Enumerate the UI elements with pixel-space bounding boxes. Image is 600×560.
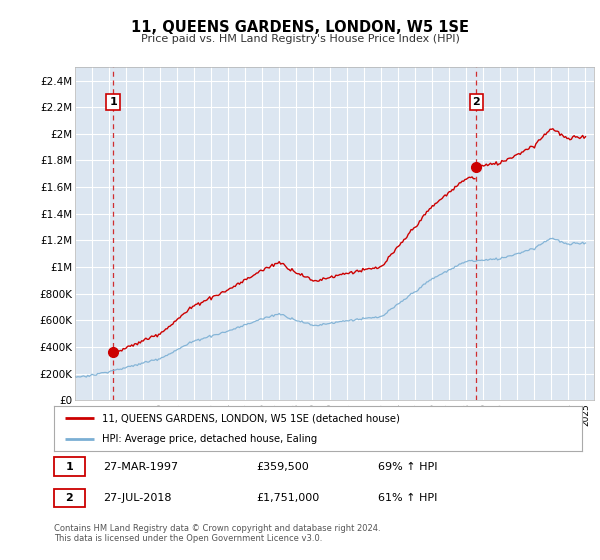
Text: 2: 2 xyxy=(65,493,73,503)
Text: 11, QUEENS GARDENS, LONDON, W5 1SE (detached house): 11, QUEENS GARDENS, LONDON, W5 1SE (deta… xyxy=(101,413,400,423)
Text: Contains HM Land Registry data © Crown copyright and database right 2024.
This d: Contains HM Land Registry data © Crown c… xyxy=(54,524,380,543)
Text: 1: 1 xyxy=(65,461,73,472)
FancyBboxPatch shape xyxy=(54,488,85,507)
Text: £359,500: £359,500 xyxy=(256,461,309,472)
Text: 27-JUL-2018: 27-JUL-2018 xyxy=(103,493,172,503)
Text: 69% ↑ HPI: 69% ↑ HPI xyxy=(377,461,437,472)
Text: 27-MAR-1997: 27-MAR-1997 xyxy=(103,461,178,472)
Text: 11, QUEENS GARDENS, LONDON, W5 1SE: 11, QUEENS GARDENS, LONDON, W5 1SE xyxy=(131,20,469,35)
Text: 1: 1 xyxy=(109,97,117,107)
Text: £1,751,000: £1,751,000 xyxy=(256,493,319,503)
Text: HPI: Average price, detached house, Ealing: HPI: Average price, detached house, Eali… xyxy=(101,433,317,444)
Text: Price paid vs. HM Land Registry's House Price Index (HPI): Price paid vs. HM Land Registry's House … xyxy=(140,34,460,44)
Text: 61% ↑ HPI: 61% ↑ HPI xyxy=(377,493,437,503)
Text: 2: 2 xyxy=(472,97,480,107)
FancyBboxPatch shape xyxy=(54,458,85,475)
